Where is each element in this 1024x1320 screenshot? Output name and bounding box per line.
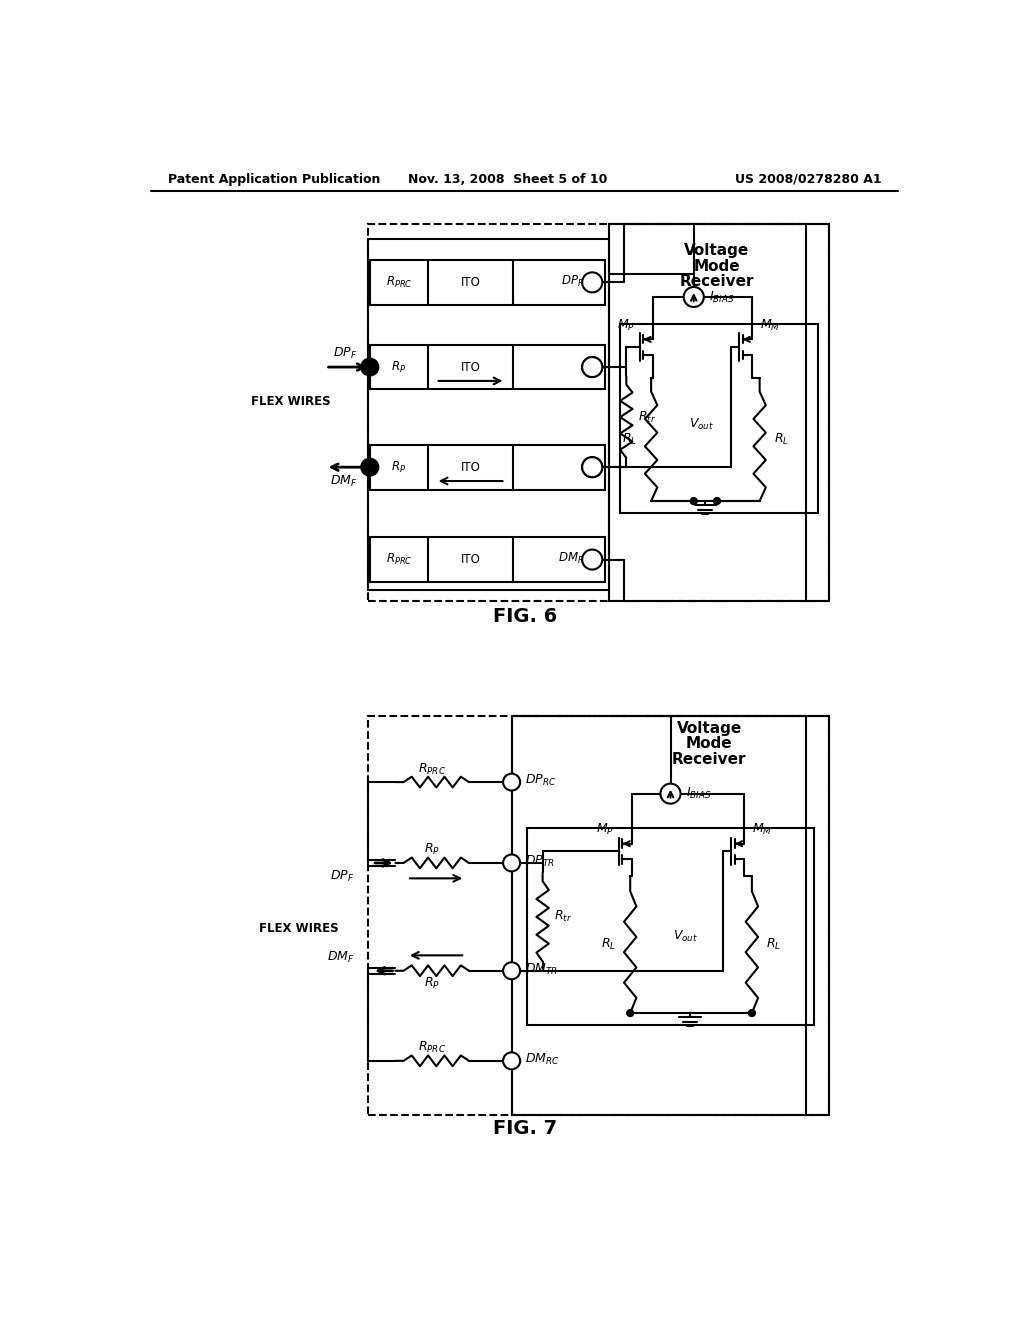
Text: $R_P$: $R_P$ bbox=[391, 359, 407, 375]
Text: ITO: ITO bbox=[461, 461, 480, 474]
Bar bbox=[369, 239, 608, 590]
Text: $DP_{RC}$: $DP_{RC}$ bbox=[524, 774, 556, 788]
Text: $R_{PRC}$: $R_{PRC}$ bbox=[418, 762, 445, 776]
Text: FIG. 6: FIG. 6 bbox=[493, 607, 557, 626]
Text: $DP_{TR}$: $DP_{TR}$ bbox=[524, 854, 555, 869]
Text: $R_L$: $R_L$ bbox=[773, 432, 788, 447]
Circle shape bbox=[684, 286, 703, 308]
Text: $R_{tr}$: $R_{tr}$ bbox=[638, 409, 656, 425]
Text: FLEX WIRES: FLEX WIRES bbox=[259, 921, 338, 935]
Bar bbox=[369, 715, 829, 1114]
Circle shape bbox=[583, 549, 602, 570]
Text: $V_{out}$: $V_{out}$ bbox=[689, 417, 714, 432]
Text: $R_L$: $R_L$ bbox=[766, 937, 781, 952]
Text: Mode: Mode bbox=[693, 259, 740, 273]
Text: $R_L$: $R_L$ bbox=[623, 432, 637, 447]
Text: $DM_{RC}$: $DM_{RC}$ bbox=[558, 552, 591, 566]
Text: $DP_F$: $DP_F$ bbox=[330, 869, 354, 883]
Text: $R_{PRC}$: $R_{PRC}$ bbox=[386, 275, 412, 290]
Text: $M_M$: $M_M$ bbox=[760, 318, 779, 333]
Circle shape bbox=[714, 498, 720, 504]
Text: $V_{out}$: $V_{out}$ bbox=[674, 928, 698, 944]
Text: $R_{PRC}$: $R_{PRC}$ bbox=[386, 552, 412, 568]
Bar bbox=[608, 224, 829, 601]
Text: $R_P$: $R_P$ bbox=[424, 977, 439, 991]
Circle shape bbox=[690, 498, 697, 504]
Text: Receiver: Receiver bbox=[672, 751, 746, 767]
Circle shape bbox=[660, 784, 681, 804]
Circle shape bbox=[503, 962, 520, 979]
Circle shape bbox=[503, 774, 520, 791]
Bar bbox=[527, 829, 814, 1024]
Text: FLEX WIRES: FLEX WIRES bbox=[251, 395, 331, 408]
Bar bbox=[370, 445, 605, 490]
Text: Patent Application Publication: Patent Application Publication bbox=[168, 173, 381, 186]
Circle shape bbox=[361, 458, 378, 475]
Text: $R_{tr}$: $R_{tr}$ bbox=[554, 909, 572, 924]
Circle shape bbox=[583, 457, 602, 478]
Circle shape bbox=[583, 272, 602, 293]
Text: $DM_{RC}$: $DM_{RC}$ bbox=[524, 1052, 559, 1067]
Circle shape bbox=[583, 358, 602, 378]
Circle shape bbox=[503, 854, 520, 871]
Text: Voltage: Voltage bbox=[677, 721, 741, 735]
Circle shape bbox=[583, 457, 602, 478]
Text: $DM_F$: $DM_F$ bbox=[327, 950, 354, 965]
Circle shape bbox=[627, 1010, 633, 1016]
Text: $R_P$: $R_P$ bbox=[391, 459, 407, 475]
Text: $DP_F$: $DP_F$ bbox=[333, 346, 357, 360]
Text: ITO: ITO bbox=[461, 276, 480, 289]
Text: FIG. 7: FIG. 7 bbox=[493, 1119, 557, 1138]
Text: Nov. 13, 2008  Sheet 5 of 10: Nov. 13, 2008 Sheet 5 of 10 bbox=[408, 173, 607, 186]
Text: ITO: ITO bbox=[461, 360, 480, 374]
Text: $R_{PRC}$: $R_{PRC}$ bbox=[418, 1040, 445, 1055]
Bar bbox=[370, 537, 605, 582]
Bar bbox=[369, 224, 829, 601]
Circle shape bbox=[361, 359, 378, 376]
Bar bbox=[512, 715, 829, 1114]
Text: Voltage: Voltage bbox=[684, 243, 750, 259]
Bar bbox=[370, 345, 605, 389]
Text: Mode: Mode bbox=[686, 737, 732, 751]
Circle shape bbox=[749, 1010, 755, 1016]
Bar bbox=[621, 323, 818, 512]
Text: $M_P$: $M_P$ bbox=[596, 822, 613, 837]
Text: $DP_{RC}$: $DP_{RC}$ bbox=[561, 275, 591, 289]
Text: Receiver: Receiver bbox=[680, 275, 755, 289]
Text: $M_M$: $M_M$ bbox=[752, 822, 772, 837]
Circle shape bbox=[583, 358, 602, 378]
Text: $DM_{TR}$: $DM_{TR}$ bbox=[524, 962, 558, 977]
Text: $R_L$: $R_L$ bbox=[601, 937, 616, 952]
Text: $R_P$: $R_P$ bbox=[424, 842, 439, 858]
Text: $I_{BIAS}$: $I_{BIAS}$ bbox=[710, 289, 735, 305]
Text: $DM_F$: $DM_F$ bbox=[330, 474, 357, 488]
Text: $M_P$: $M_P$ bbox=[616, 318, 635, 333]
Circle shape bbox=[503, 1052, 520, 1069]
Text: US 2008/0278280 A1: US 2008/0278280 A1 bbox=[734, 173, 882, 186]
Text: $I_{BIAS}$: $I_{BIAS}$ bbox=[686, 787, 712, 801]
Bar bbox=[370, 260, 605, 305]
Text: ITO: ITO bbox=[461, 553, 480, 566]
